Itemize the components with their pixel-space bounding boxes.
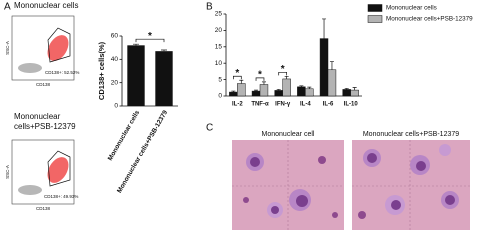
- bar: [350, 89, 359, 97]
- error-bar: [254, 89, 259, 92]
- y-tick-label: 10: [215, 60, 223, 67]
- x-tick-label: IL-4: [300, 102, 311, 108]
- bar: [259, 84, 269, 97]
- flow-plot: [11, 139, 75, 205]
- y-tick-label: 0: [218, 93, 222, 100]
- error-bar: [344, 88, 349, 90]
- error-bar: [352, 87, 357, 91]
- axis-label: SSC-A: [5, 165, 10, 179]
- flow-title: Mononuclear cells+PSB-12379: [14, 112, 76, 131]
- error-bar: [329, 61, 334, 70]
- significance-label: *: [281, 64, 285, 75]
- bar: [229, 91, 238, 97]
- bar: [274, 90, 283, 97]
- flow-title: Mononuclear cells: [14, 1, 79, 10]
- error-bar: [276, 89, 281, 91]
- gate-label: CD138+: 52.52%: [45, 70, 79, 75]
- bar: [327, 69, 337, 97]
- bar: [342, 89, 351, 97]
- legend-label: Mononuclear cells+PSB-12379: [386, 16, 473, 23]
- panel-label: C: [206, 123, 213, 134]
- x-tick-label: IL-10: [344, 102, 359, 108]
- y-axis-title: CD138+ cells(%): [97, 41, 106, 100]
- micrograph: [232, 140, 344, 230]
- x-tick-label: Mononuclear cells: [107, 109, 142, 162]
- error-bar: [299, 85, 304, 87]
- error-bar: [231, 90, 236, 93]
- micrograph: [352, 140, 470, 230]
- y-tick-label: 5: [218, 76, 222, 83]
- error-bar: [161, 49, 167, 52]
- bar: [127, 45, 145, 106]
- significance-bracket: [278, 71, 287, 76]
- bar: [282, 78, 291, 97]
- error-bar: [133, 43, 139, 46]
- y-tick-label: 15: [215, 44, 223, 51]
- bar: [305, 88, 314, 97]
- axis-label: CD138: [36, 82, 51, 87]
- legend-label: Mononuclear cells: [386, 5, 437, 12]
- gate-label: CD138+: 49.93%: [44, 194, 78, 199]
- significance-bracket: [135, 38, 165, 43]
- y-tick-label: 60: [111, 33, 119, 40]
- x-tick-label: TNF-α: [251, 102, 269, 108]
- bar: [297, 86, 306, 97]
- bar: [319, 38, 329, 97]
- y-tick-label: 20: [111, 79, 119, 86]
- error-bar: [261, 81, 266, 85]
- figure-canvas: A B C CD138+: 52.52% CD138 SSC-A CD138+:…: [4, 2, 473, 230]
- bar: [251, 90, 261, 97]
- error-bar: [239, 79, 244, 84]
- micrograph-title: Mononuclear cells+PSB-12379: [363, 131, 459, 138]
- y-tick-label: 25: [215, 11, 223, 18]
- y-tick-label: 20: [215, 27, 223, 34]
- x-tick-label: IL-2: [232, 102, 243, 108]
- significance-label: *: [258, 70, 262, 81]
- panel-label: A: [4, 2, 11, 13]
- error-bar: [322, 18, 327, 39]
- micrograph-title: Mononuclear cell: [262, 131, 315, 138]
- error-bar: [307, 86, 312, 89]
- x-tick-label: IFN-γ: [275, 102, 291, 108]
- panel-label: B: [206, 2, 213, 13]
- bar: [155, 51, 173, 106]
- bar: [237, 83, 246, 97]
- significance-label: *: [235, 68, 239, 79]
- figure: A B C CD138+: 52.52% CD138 SSC-A CD138+:…: [4, 1, 473, 230]
- y-tick-label: 40: [111, 56, 119, 63]
- flow-plot: [11, 15, 75, 81]
- significance-bracket: [233, 75, 242, 80]
- legend-swatch: [367, 15, 383, 23]
- x-tick-label: IL-6: [323, 102, 334, 108]
- y-tick-label: 0: [114, 103, 118, 110]
- error-bar: [284, 75, 289, 79]
- x-tick-label: Mononuclear cells+PSB-12379: [116, 109, 169, 194]
- legend-swatch: [367, 4, 383, 12]
- significance-label: *: [148, 31, 152, 42]
- axis-label: CD138: [36, 206, 51, 211]
- axis-label: SSC-A: [5, 41, 10, 55]
- significance-bracket: [255, 77, 265, 81]
